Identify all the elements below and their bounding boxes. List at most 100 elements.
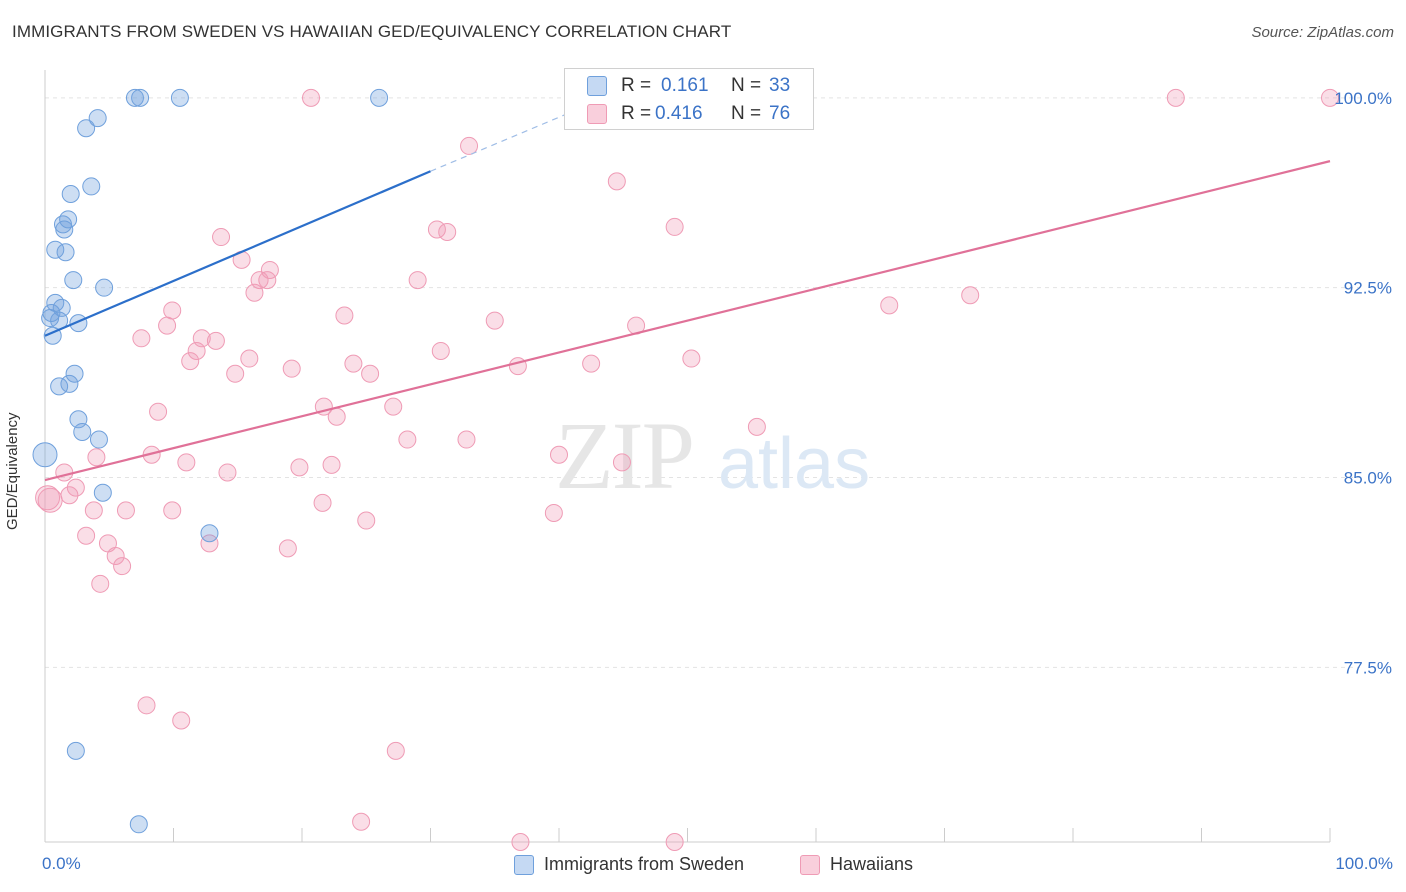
hawaiians-point [327,407,346,426]
y-tick-label: 92.5% [1344,279,1392,298]
hawaiians-point [384,397,403,416]
hawaiians-point [87,448,106,467]
legend-r-value: 0.161 [661,75,709,96]
sweden-point [200,524,219,543]
series-legend: Immigrants from Sweden Hawaiians [0,850,1406,880]
grid-lines [45,97,1360,668]
sweden-point [77,119,96,138]
hawaiians-point [137,696,156,715]
hawaiians-point [665,217,684,236]
x-tick-label: 100.0% [1335,854,1393,873]
source-label: Source: ZipAtlas.com [1251,24,1394,41]
sweden-point [59,210,78,229]
hawaiians-point [55,463,74,482]
x-tick-label: 0.0% [42,854,81,873]
sweden-point [73,422,92,441]
hawaiians-point [961,286,980,305]
hawaiians-point [612,453,631,472]
sweden-point [89,430,108,449]
sweden-point [64,271,83,290]
hawaiians-point [485,311,504,330]
legend-label-hawaiians: Hawaiians [830,854,914,874]
hawaiians-point [158,316,177,335]
legend-swatch-hawaiians [800,854,820,875]
sweden-point [55,220,74,239]
hawaiians-point [460,136,479,155]
hawaiians-point [77,526,96,545]
hawaiians-point [431,341,450,360]
hawaiians-point [438,222,457,241]
y-tick-label: 85.0% [1344,469,1392,488]
hawaiians-point [116,501,135,520]
sweden-point [129,815,148,834]
hawaiians-point [550,445,568,464]
hawaiians-point [226,364,245,383]
hawaiians-point [544,503,563,522]
hawaiians-point [335,306,354,325]
hawaiians-point [113,557,132,576]
hawaiians-point [607,172,626,191]
hawaiians-point [163,501,182,520]
hawaiians-point [344,354,363,373]
sweden-trend-line [44,170,431,337]
watermark-zip: ZIP [555,402,693,509]
sweden-trend-extension [430,89,624,172]
hawaiians-point [132,329,151,348]
hawaiians-point [240,349,259,368]
hawaiians-point [212,228,231,247]
hawaiians-point [427,220,446,239]
legend-swatch-hawaiians [587,104,607,124]
hawaiians-point [357,511,376,530]
sweden-point [95,278,114,297]
hawaiians-point [408,271,427,290]
hawaiians-point [172,711,191,730]
legend-n-label: N = [731,103,762,124]
hawaiians-point [181,352,200,371]
hawaiians-point [91,574,110,593]
legend-n-label: N = [731,75,762,96]
sweden-point [82,177,101,196]
watermark: ZIP atlas [555,402,870,509]
sweden-point [93,483,112,502]
trend-lines [44,89,1331,482]
hawaiians-point [66,478,85,497]
legend-label-sweden: Immigrants from Sweden [544,854,745,874]
hawaiians-point [290,458,309,477]
hawaiians-point [177,453,196,472]
legend-item-sweden[interactable]: Immigrants from Sweden [514,854,744,875]
hawaiians-point [149,402,168,421]
sweden-point [131,88,150,107]
legend-swatch-sweden [514,854,534,875]
sweden-point [170,88,189,107]
sweden-points [32,88,389,834]
sweden-point [50,377,69,396]
hawaiians-point [398,430,417,449]
hawaiians-point [511,833,530,851]
hawaiians-point [218,463,237,482]
legend-r-value: 0.416 [655,103,703,124]
sweden-point [61,185,80,204]
hawaiians-point [361,364,380,383]
y-tick-label: 100.0% [1334,89,1392,108]
legend-n-value: 33 [769,75,791,96]
hawaiians-trend-line [44,160,1331,482]
hawaiians-points [35,88,1339,851]
legend-item-hawaiians[interactable]: Hawaiians [800,854,913,875]
hawaiians-point [880,296,899,315]
sweden-point [60,374,79,393]
y-tick-labels: 100.0% 92.5% 85.0% 77.5% [1334,89,1392,678]
y-axis-label: GED/Equivalency [4,412,21,530]
sweden-point [32,442,58,468]
hawaiians-point [1321,88,1339,107]
hawaiians-point [313,493,332,512]
watermark-atlas: atlas [718,424,870,504]
y-tick-label: 77.5% [1344,658,1392,677]
hawaiians-point [582,354,601,373]
legend-swatch-sweden [587,76,607,96]
hawaiians-point [35,485,61,511]
legend-r-label: R = [621,75,652,96]
legend-r-label: R = [621,103,652,124]
hawaiians-point [665,833,684,851]
chart-title: IMMIGRANTS FROM SWEDEN VS HAWAIIAN GED/E… [12,22,732,41]
hawaiians-point [301,88,320,107]
